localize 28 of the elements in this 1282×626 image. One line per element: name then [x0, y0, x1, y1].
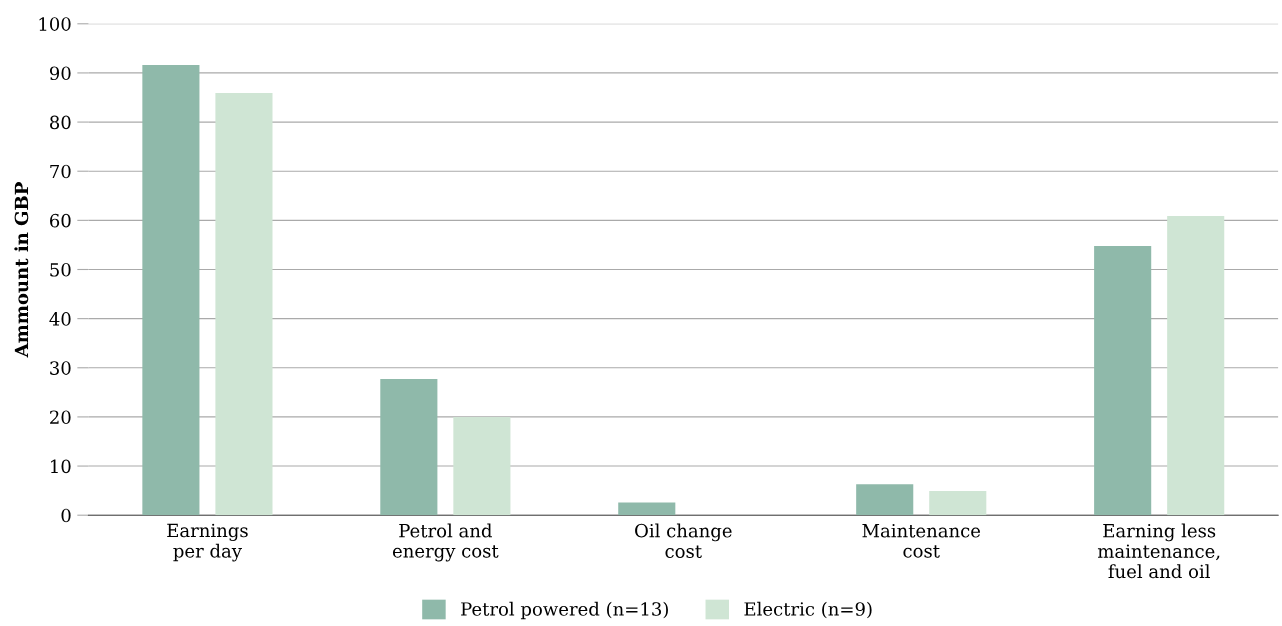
- y-tick-label: 20: [50, 410, 71, 425]
- y-tick-label: 50: [50, 262, 71, 277]
- y-tick-label: 70: [50, 164, 71, 179]
- y-tick-label: 40: [49, 312, 71, 326]
- y-tick-label: 80: [50, 115, 71, 130]
- bar: [1094, 245, 1152, 516]
- bar: [1167, 215, 1225, 516]
- legend-label: Petrol powered (n=13): [461, 601, 668, 620]
- bar: [856, 484, 914, 516]
- x-tick-label: Petrol and energy cost: [392, 523, 499, 562]
- x-tick-label: Earning less maintenance, fuel and oil: [1097, 523, 1220, 579]
- x-tick-label: Earnings per day: [167, 523, 248, 562]
- bar: [618, 502, 676, 516]
- bar: [215, 93, 273, 516]
- y-tick-label: 90: [49, 66, 71, 81]
- bar: [142, 65, 200, 516]
- y-tick-label: 100: [39, 17, 71, 31]
- y-tick-label: 60: [50, 213, 71, 228]
- x-tick-label: Maintenance cost: [862, 523, 981, 558]
- legend-label: Electric (n=9): [744, 601, 872, 619]
- x-tick-label: Oil change cost: [635, 523, 732, 558]
- y-tick-label: 10: [51, 459, 71, 474]
- y-tick-label: 30: [50, 361, 71, 375]
- bar: [380, 379, 438, 516]
- bar: [453, 416, 511, 516]
- bar: [929, 491, 987, 516]
- y-axis-title: Ammount in GBP: [14, 182, 29, 358]
- y-tick-label: 0: [61, 508, 71, 523]
